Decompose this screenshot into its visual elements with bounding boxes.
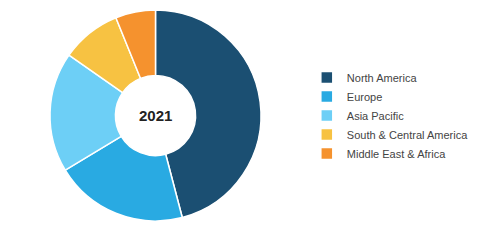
svg-text:Middle East & Africa: Middle East & Africa (347, 148, 446, 160)
svg-text:Europe: Europe (347, 91, 382, 103)
svg-text:Asia Pacific: Asia Pacific (347, 110, 404, 122)
svg-text:South & Central America: South & Central America (347, 129, 468, 141)
svg-text:2021: 2021 (139, 107, 172, 124)
svg-text:North America: North America (347, 72, 418, 84)
